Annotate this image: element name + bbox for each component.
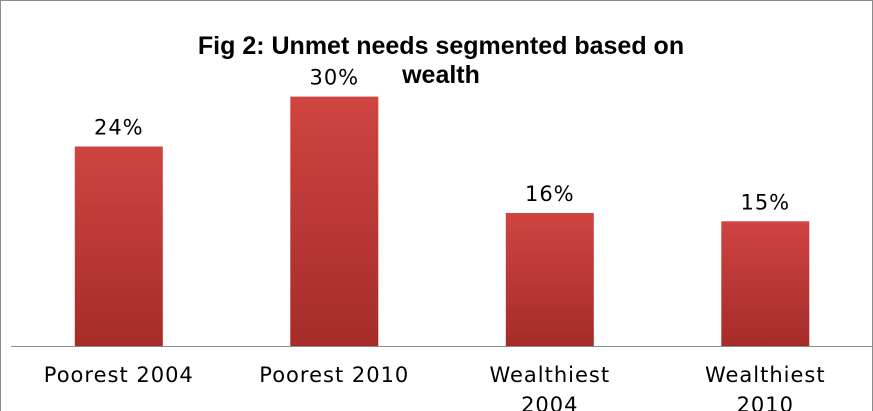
- x-tick-labels-layer: Poorest 2004 Poorest 2010 Wealthiest 2004 We…: [44, 363, 826, 411]
- bars-layer: [74, 96, 810, 346]
- chart-title-line-1: Fig 2: Unmet needs segmented based on: [198, 32, 684, 60]
- bar-3: [721, 221, 810, 346]
- x-tick-label-2-line-1: 2004: [521, 393, 578, 411]
- data-label-0: 24%: [94, 116, 144, 140]
- data-label-3: 15%: [740, 190, 790, 214]
- x-tick-label-3-line-1: 2010: [737, 393, 794, 411]
- bar-1: [290, 96, 379, 346]
- chart-title-line-2: wealth: [401, 61, 480, 89]
- bar-0: [74, 146, 163, 346]
- bar-2: [505, 213, 594, 346]
- x-tick-label-0: Poorest 2004: [44, 363, 194, 387]
- x-tick-label-1: Poorest 2010: [259, 363, 409, 387]
- x-tick-label-2-line-0: Wealthiest: [489, 363, 610, 387]
- data-label-2: 16%: [525, 182, 575, 206]
- data-labels-layer: 24% 30% 16% 15%: [94, 66, 790, 215]
- x-tick-label-3-line-0: Wealthiest: [705, 363, 826, 387]
- data-label-1: 30%: [309, 66, 359, 90]
